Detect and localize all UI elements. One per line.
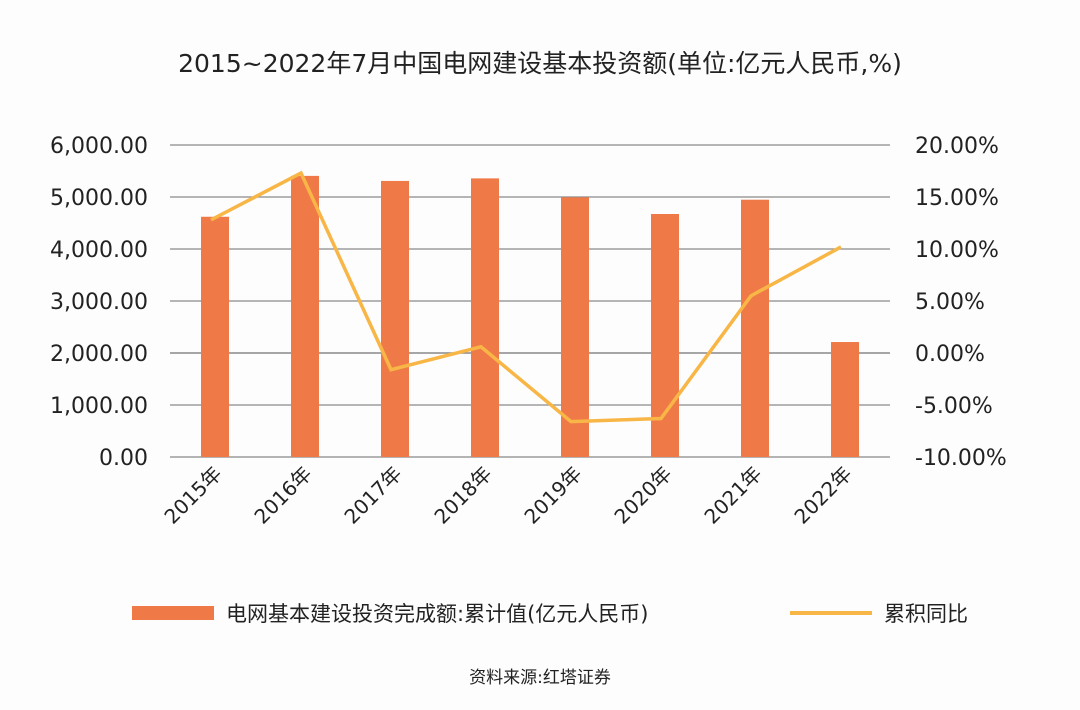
right-tick-label: 5.00%	[915, 290, 985, 315]
right-tick-label: 10.00%	[915, 238, 999, 263]
bar	[291, 175, 319, 457]
x-tick-label: 2018年	[429, 462, 496, 529]
legend-bar-swatch	[132, 606, 214, 620]
left-tick-label: 2,000.00	[50, 342, 148, 367]
bar	[831, 342, 859, 457]
left-tick-label: 5,000.00	[50, 186, 148, 211]
right-tick-label: 0.00%	[915, 342, 985, 367]
x-tick-label: 2017年	[339, 462, 406, 529]
x-tick-label: 2020年	[609, 462, 676, 529]
right-tick-label: -5.00%	[915, 394, 993, 419]
source-note: 资料来源:红塔证券	[469, 668, 611, 688]
left-tick-label: 0.00	[99, 446, 148, 471]
left-tick-label: 3,000.00	[50, 290, 148, 315]
legend-bar-label: 电网基本建设投资完成额:累计值(亿元人民币)	[226, 602, 648, 626]
right-tick-label: 15.00%	[915, 186, 999, 211]
bar	[651, 214, 679, 457]
x-tick-label: 2022年	[789, 462, 856, 529]
legend-line-label: 累积同比	[884, 602, 968, 626]
bar	[741, 199, 769, 458]
bar	[471, 178, 499, 457]
left-tick-label: 4,000.00	[50, 238, 148, 263]
right-tick-label: -10.00%	[915, 446, 1007, 471]
x-tick-label: 2019年	[519, 462, 586, 529]
bar	[381, 180, 409, 457]
x-tick-label: 2021年	[699, 462, 766, 529]
right-tick-label: 20.00%	[915, 134, 999, 159]
left-tick-label: 6,000.00	[50, 134, 148, 159]
chart-title: 2015~2022年7月中国电网建设基本投资额(单位:亿元人民币,%)	[178, 49, 902, 78]
legend: 电网基本建设投资完成额:累计值(亿元人民币) 累积同比	[132, 602, 968, 626]
x-tick-label: 2016年	[249, 462, 316, 529]
left-tick-label: 1,000.00	[50, 394, 148, 419]
x-tick-label: 2015年	[159, 462, 226, 529]
bar	[561, 197, 589, 457]
bar	[201, 216, 229, 457]
yoy-line	[210, 170, 842, 424]
